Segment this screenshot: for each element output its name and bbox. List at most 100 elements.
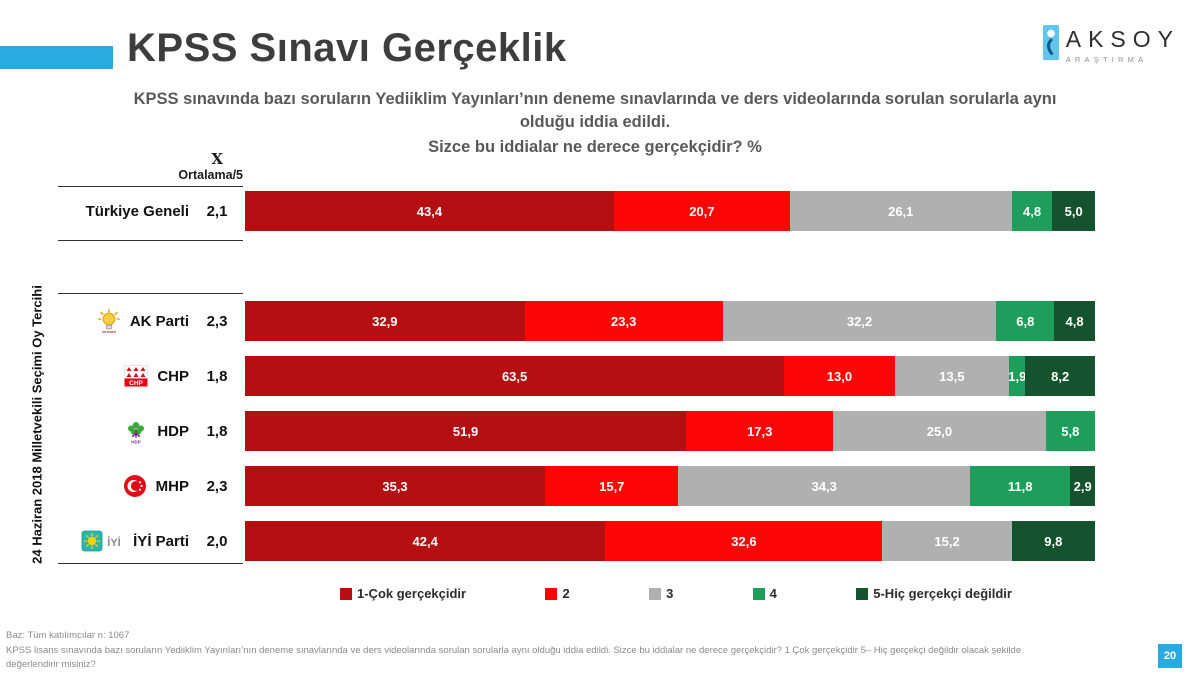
aksoy-logo-icon — [1042, 24, 1061, 67]
stacked-bar: 35,3 15,7 34,3 11,8 2,9 — [245, 466, 1095, 506]
mean-symbol: X — [211, 150, 223, 168]
mean-column-header: X Ortalama/5 — [145, 152, 243, 183]
bar-segment: 13,5 — [894, 356, 1010, 396]
chart-row-turkiye-geneli: Türkiye Geneli 2,1 43,4 20,7 26,1 4,8 5,0 — [0, 191, 1095, 231]
legend-label: 3 — [666, 586, 674, 601]
chart-row-hdp: HDP HDP 1,8 51,9 17,3 25,0 5,8 — [0, 411, 1095, 451]
bar-segment: 8,2 — [1025, 356, 1096, 396]
row-header: AK PARTİ AK Parti 2,3 — [0, 301, 245, 341]
legend-item: 2 — [545, 586, 570, 601]
bar-segment: 23,3 — [524, 301, 723, 341]
divider-line — [58, 240, 243, 241]
legend-item: 5-Hiç gerçekçi değildir — [856, 586, 1012, 601]
divider-line — [58, 186, 243, 187]
footnote: Baz: Tüm katılımcılar n: 1067 KPSS lisan… — [6, 629, 1136, 673]
stacked-bar: 51,9 17,3 25,0 5,8 — [245, 411, 1095, 451]
legend-item: 3 — [649, 586, 673, 601]
bar-segment: 32,9 — [245, 301, 525, 341]
chart-row-iyi-parti: İYİ İYİ Parti 2,0 42,4 32,6 15,2 9,8 — [0, 521, 1095, 561]
bar-segment: 13,0 — [784, 356, 895, 396]
footnote-base: Baz: Tüm katılımcılar n: 1067 — [6, 630, 130, 641]
legend-swatch — [649, 587, 662, 600]
row-mean-value: 2,3 — [206, 477, 228, 495]
chart-row-mhp: MHP 2,3 35,3 15,7 34,3 11,8 2,9 — [0, 466, 1095, 506]
bar-segment: 63,5 — [245, 356, 785, 396]
row-header: Türkiye Geneli 2,1 — [0, 191, 245, 231]
bar-segment: 15,2 — [882, 521, 1012, 561]
divider-line — [58, 293, 243, 294]
iyi-logo-icon: İYİ — [81, 528, 125, 554]
aksoy-logo: AKSOY ARAŞTIRMA — [1042, 24, 1180, 67]
legend-item: 1-Çok gerçekçidir — [340, 586, 466, 601]
row-mean-value: 1,8 — [206, 367, 228, 385]
row-label: CHP — [157, 367, 189, 385]
bar-segment: 2,9 — [1070, 466, 1095, 506]
row-header: İYİ İYİ Parti 2,0 — [0, 521, 245, 561]
legend: 1-Çok gerçekçidir 2 3 4 5-Hiç gerçekçi değil… — [340, 586, 1012, 601]
legend-label: 2 — [562, 586, 570, 601]
bar-segment: 1,9 — [1008, 356, 1026, 396]
svg-text:AK PARTİ: AK PARTİ — [102, 329, 116, 334]
title-accent-bar — [0, 46, 113, 69]
bar-segment: 11,8 — [970, 466, 1071, 506]
stacked-bar: 63,5 13,0 13,5 1,9 8,2 — [245, 356, 1096, 396]
chart-row-chp: CHP CHP 1,8 63,5 13,0 13,5 1,9 8,2 — [0, 356, 1096, 396]
stacked-bar: 42,4 32,6 15,2 9,8 — [245, 521, 1095, 561]
footnote-question-cont: değerlendirir misiniz? — [6, 659, 96, 671]
legend-item: 4 — [752, 586, 777, 601]
svg-text:İYİ: İYİ — [107, 536, 120, 549]
bar-segment: 17,3 — [686, 411, 834, 451]
page-title: KPSS Sınavı Gerçeklik — [127, 26, 567, 70]
bar-segment: 6,8 — [996, 301, 1055, 341]
row-mean-value: 1,8 — [206, 422, 228, 440]
divider-line — [58, 563, 243, 564]
mhp-logo-icon — [122, 473, 148, 499]
bar-segment: 5,0 — [1052, 191, 1095, 231]
bar-segment: 4,8 — [1011, 191, 1053, 231]
logo-name: AKSOY — [1065, 26, 1180, 52]
legend-label: 1-Çok gerçekçidir — [357, 586, 467, 601]
bar-segment: 26,1 — [789, 191, 1012, 231]
footnote-question: KPSS lisans sınavında bazı soruların Yed… — [6, 644, 1022, 656]
bar-segment: 25,0 — [833, 411, 1046, 451]
row-mean-value: 2,0 — [206, 532, 228, 550]
legend-swatch — [340, 587, 352, 600]
bar-segment: 15,7 — [545, 466, 679, 506]
row-label: HDP — [157, 422, 189, 440]
row-header: CHP CHP 1,8 — [0, 356, 245, 396]
row-mean-value: 2,3 — [206, 312, 228, 330]
chart-row-ak-parti: AK PARTİ AK Parti 2,3 32,9 23,3 32,2 6,8 4,8 — [0, 301, 1095, 341]
row-header: HDP HDP 1,8 — [0, 411, 245, 451]
bar-segment: 5,8 — [1045, 411, 1095, 451]
page-number-badge: 20 — [1158, 644, 1182, 668]
stacked-bar: 32,9 23,3 32,2 6,8 4,8 — [245, 301, 1095, 341]
aksoy-logo-text: AKSOY ARAŞTIRMA — [1065, 24, 1180, 65]
svg-text:CHP: CHP — [129, 380, 143, 387]
bar-segment: 35,3 — [245, 466, 546, 506]
survey-question-text: Sizce bu iddialar ne derece gerçekçidir?… — [428, 138, 762, 156]
bar-segment: 9,8 — [1011, 521, 1095, 561]
bar-segment: 43,4 — [245, 191, 614, 231]
bar-segment: 32,2 — [722, 301, 997, 341]
survey-claim-text: KPSS sınavında bazı soruların Yediiklim … — [133, 90, 1057, 132]
stacked-bar: 43,4 20,7 26,1 4,8 5,0 — [245, 191, 1095, 231]
row-label: Türkiye Geneli — [85, 202, 189, 220]
akparti-logo-icon: AK PARTİ — [96, 308, 122, 334]
logo-subtitle: ARAŞTIRMA — [1065, 55, 1148, 64]
bar-segment: 32,6 — [605, 521, 883, 561]
bar-segment: 42,4 — [245, 521, 606, 561]
row-label: AK Parti — [129, 312, 189, 330]
mean-scale-label: Ortalama/5 — [178, 168, 243, 182]
legend-swatch — [752, 587, 765, 600]
chp-logo-icon: CHP — [123, 363, 149, 389]
hdp-logo-icon: HDP — [123, 418, 149, 444]
legend-label: 4 — [769, 586, 777, 601]
legend-swatch — [545, 587, 558, 600]
row-label: MHP — [155, 477, 189, 495]
svg-text:HDP: HDP — [132, 440, 142, 445]
legend-label: 5-Hiç gerçekçi değildir — [873, 586, 1012, 601]
bar-segment: 20,7 — [613, 191, 790, 231]
row-mean-value: 2,1 — [206, 202, 228, 220]
row-header: MHP 2,3 — [0, 466, 245, 506]
